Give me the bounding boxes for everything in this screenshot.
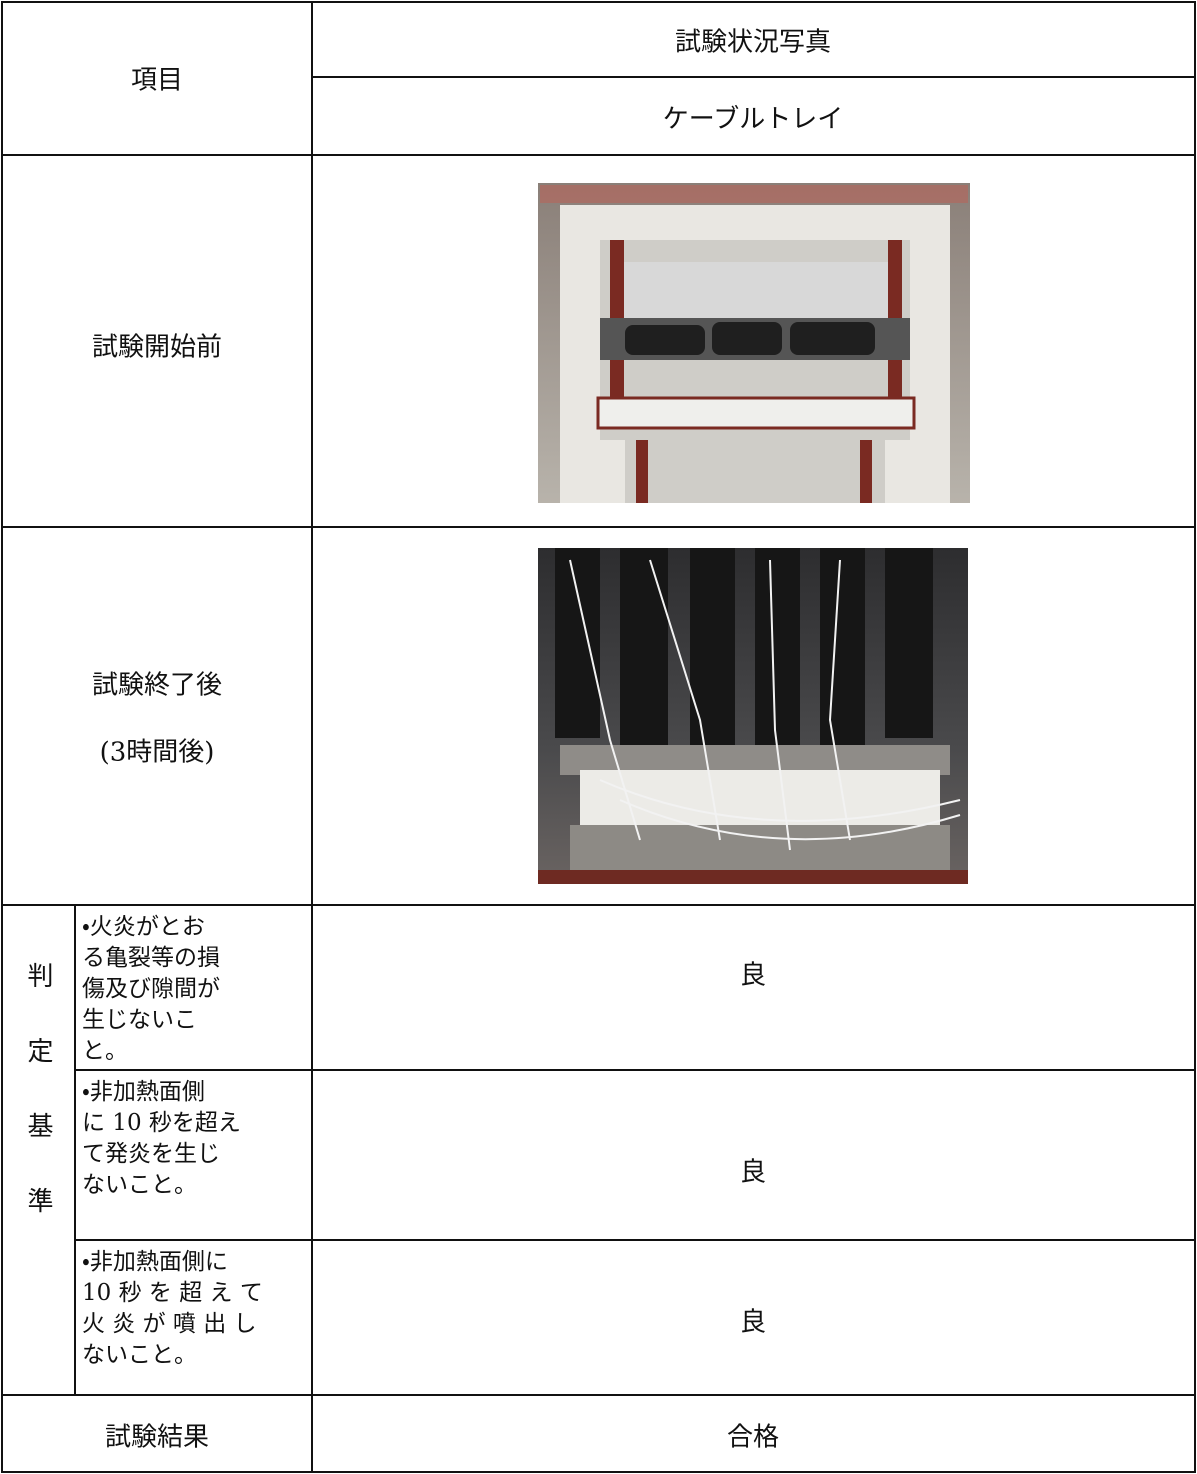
criterion-text: ・非加熱面側に 10 秒を超え て発炎を生じ ないこと。 <box>82 1077 241 1201</box>
row-note: (3時間後) <box>99 737 215 768</box>
result-label: 試験結果 <box>104 1422 210 1453</box>
header-item: 項目 <box>130 65 184 96</box>
criterion-line: 10 秒 を 超 え て <box>82 1280 263 1306</box>
header-subject: ケーブルトレイ <box>662 104 844 135</box>
criterion-line: ・非加熱面側に <box>82 1249 228 1275</box>
criterion-result: 良 <box>739 960 767 991</box>
criterion-line: る亀裂等の損 <box>82 945 220 971</box>
criterion-line: て発炎を生じ <box>82 1141 220 1167</box>
criterion-text: ・火炎がとお る亀裂等の損 傷及び隙間が 生じないこと。 <box>82 912 220 1067</box>
header-photo: 試験状況写真 <box>674 27 832 58</box>
criterion-result: 良 <box>739 1157 767 1188</box>
criterion-line: 火 炎 が 噴 出 し <box>82 1311 257 1337</box>
criterion-line: ・非加熱面側 <box>82 1079 205 1105</box>
criteria-label: 判定基準 <box>23 962 53 1262</box>
photo-before <box>538 183 970 503</box>
photo-after <box>538 548 968 884</box>
criterion-line: 生じないこ <box>82 1007 197 1033</box>
criterion-text: ・非加熱面側に 10 秒 を 超 え て火 炎 が 噴 出 しないこと。 <box>82 1247 263 1371</box>
criterion-line: ・火炎がとお <box>82 914 205 940</box>
row-label: 試験終了後 <box>91 670 223 701</box>
criterion-line: ないこと。 <box>82 1342 197 1368</box>
criterion-result: 良 <box>739 1307 767 1338</box>
criterion-line: と。 <box>82 1038 128 1064</box>
criterion-line: に 10 秒を超え <box>82 1110 241 1136</box>
criterion-line: 傷及び隙間が <box>82 976 220 1002</box>
row-label: 試験開始前 <box>91 332 223 363</box>
result-value: 合格 <box>726 1422 780 1453</box>
criterion-line: ないこと。 <box>82 1172 197 1198</box>
